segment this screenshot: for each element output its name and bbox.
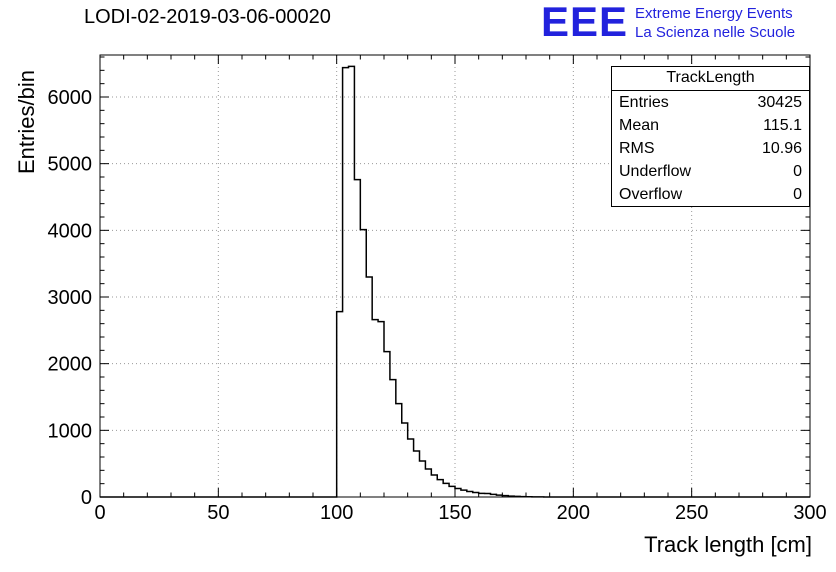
y-tick-label: 5000 bbox=[48, 154, 93, 176]
x-tick-label: 100 bbox=[320, 502, 353, 524]
logo-subtitle-italian: La Scienza nelle Scuole bbox=[635, 24, 796, 41]
stat-value: 0 bbox=[793, 186, 802, 203]
x-tick-label: 150 bbox=[438, 502, 471, 524]
y-tick-label: 2000 bbox=[48, 354, 93, 376]
y-tick-label: 6000 bbox=[48, 87, 93, 109]
stats-row-underflow: Underflow 0 bbox=[612, 160, 809, 183]
x-tick-label: 200 bbox=[557, 502, 590, 524]
stats-box: TrackLength Entries 30425 Mean 115.1 RMS… bbox=[611, 66, 810, 207]
stats-row-entries: Entries 30425 bbox=[612, 91, 809, 114]
stats-row-mean: Mean 115.1 bbox=[612, 114, 809, 137]
y-tick-label: 4000 bbox=[48, 220, 93, 242]
stats-row-rms: RMS 10.96 bbox=[612, 137, 809, 160]
stat-label: Entries bbox=[619, 94, 669, 111]
eee-logo-subtitles: Extreme Energy Events La Scienza nelle S… bbox=[635, 4, 795, 42]
stat-label: Underflow bbox=[619, 163, 692, 180]
stat-label: Overflow bbox=[619, 186, 683, 203]
y-tick-label: 3000 bbox=[48, 287, 93, 309]
logo-subtitle-english: Extreme Energy Events bbox=[635, 5, 793, 22]
x-tick-label: 250 bbox=[675, 502, 708, 524]
eee-logo-text: EEE bbox=[541, 0, 629, 45]
eee-logo: EEE Extreme Energy Events La Scienza nel… bbox=[541, 0, 795, 44]
y-axis-label: Entries/bin bbox=[14, 70, 39, 174]
histogram-line bbox=[100, 65, 810, 498]
stat-value: 30425 bbox=[757, 94, 803, 111]
chart-title: LODI-02-2019-03-06-00020 bbox=[84, 6, 331, 28]
y-tick-label: 1000 bbox=[48, 420, 93, 442]
x-tick-label: 0 bbox=[94, 502, 105, 524]
stat-label: RMS bbox=[619, 140, 655, 157]
stat-label: Mean bbox=[619, 117, 660, 134]
stat-value: 115.1 bbox=[763, 117, 802, 134]
x-tick-label: 300 bbox=[793, 502, 826, 524]
x-tick-label: 50 bbox=[207, 502, 229, 524]
y-tick-label: 0 bbox=[81, 487, 92, 509]
stat-value: 0 bbox=[793, 163, 802, 180]
stats-box-title: TrackLength bbox=[612, 67, 809, 91]
stats-row-overflow: Overflow 0 bbox=[612, 183, 809, 206]
x-axis-label: Track length [cm] bbox=[644, 532, 812, 557]
stat-value: 10.96 bbox=[761, 140, 802, 157]
